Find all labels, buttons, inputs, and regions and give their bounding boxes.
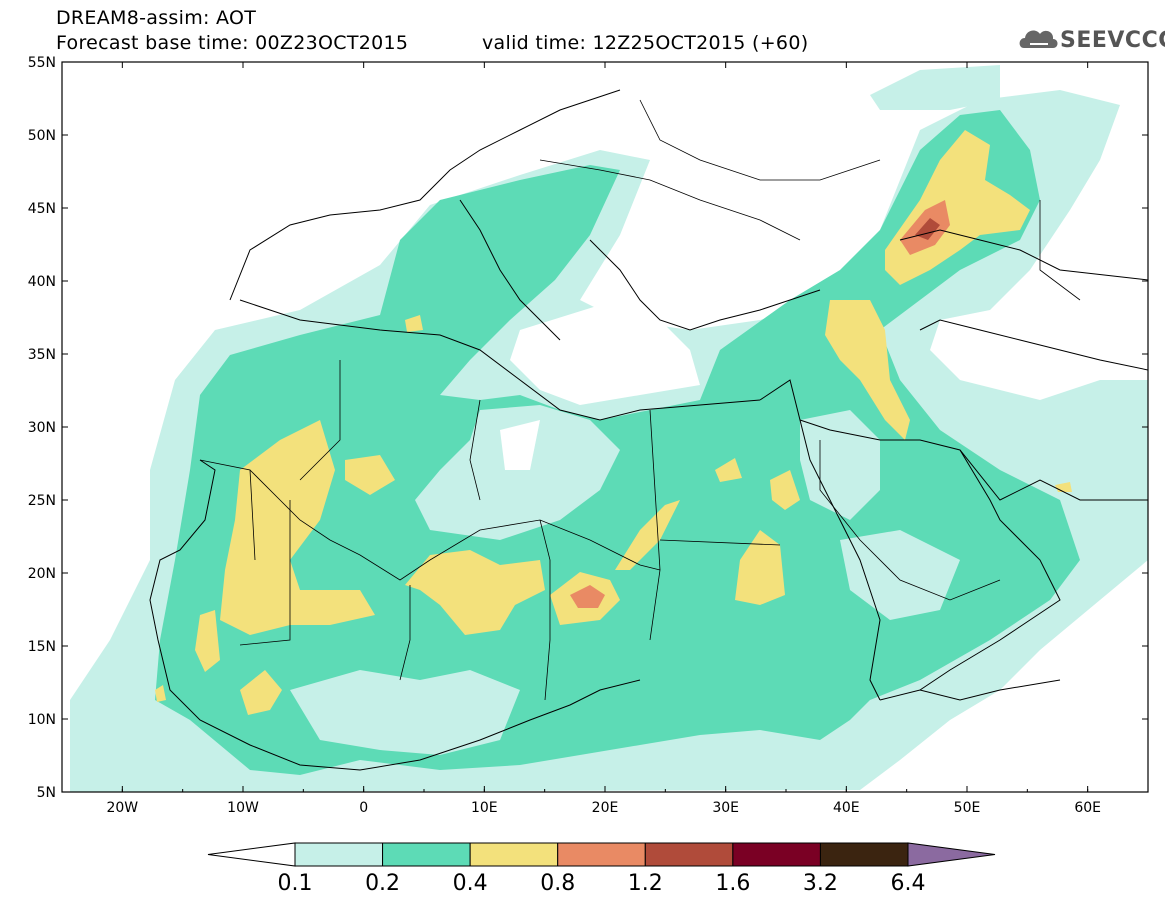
latitude-axis: 55N 50N 45N 40N 35N 30N 25N 20N 15N 10N 5N: [28, 55, 1148, 801]
colorbar-swatch: [644, 842, 734, 867]
aot-field: [62, 62, 1148, 792]
lon-label: 40E: [833, 800, 860, 816]
lat-label: 15N: [28, 639, 56, 655]
country-borders: [199, 99, 1081, 701]
lat-label: 10N: [28, 712, 56, 728]
lon-label: 60E: [1074, 800, 1101, 816]
coastlines: [149, 89, 1148, 771]
valid-time: valid time: 12Z25OCT2015 (+60): [482, 32, 809, 54]
map-title: DREAM8-assim: AOT: [56, 7, 257, 29]
colorbar-label: 0.8: [540, 871, 575, 896]
lon-label: 20E: [592, 800, 619, 816]
colorbar-swatch: [294, 842, 384, 867]
colorbar-label: 3.2: [803, 871, 838, 896]
lat-label: 35N: [28, 347, 56, 363]
longitude-axis: 20W 10W 0 10E 20E 30E 40E 50E 60E: [61, 62, 1149, 816]
lat-label: 20N: [28, 566, 56, 582]
colorbar: 0.1 0.2 0.4 0.8 1.2 1.6 3.2 6.4: [207, 842, 996, 896]
lon-label: 30E: [712, 800, 739, 816]
med-clear: [510, 305, 700, 405]
lat-label: 5N: [37, 785, 56, 801]
colorbar-swatch: [819, 842, 909, 867]
lon-label: 10E: [471, 800, 498, 816]
logo-text: SEEVCCC: [1060, 28, 1165, 53]
aot-band-0.1-holes: [290, 405, 960, 755]
lat-label: 45N: [28, 201, 56, 217]
colorbar-label: 0.1: [278, 871, 313, 896]
colorbar-swatch: [469, 842, 559, 867]
cloud-icon: [1019, 30, 1058, 48]
colorbar-label: 0.4: [453, 871, 488, 896]
clear-patch: [500, 420, 540, 470]
lon-label: 20W: [106, 800, 138, 816]
lat-label: 55N: [28, 55, 56, 71]
colorbar-over: [907, 842, 996, 867]
lon-label: 10W: [227, 800, 259, 816]
lat-label: 40N: [28, 274, 56, 290]
aot-band-0.2: [155, 110, 1080, 775]
lat-label: 30N: [28, 420, 56, 436]
colorbar-label: 6.4: [891, 871, 926, 896]
colorbar-swatch: [382, 842, 471, 867]
aot-band-0.4: [155, 130, 1072, 715]
lon-label: 0: [359, 800, 368, 816]
forecast-base-time: Forecast base time: 00Z23OCT2015: [56, 32, 409, 54]
colorbar-label: 1.6: [715, 871, 750, 896]
colorbar-label: 1.2: [628, 871, 663, 896]
colorbar-swatch: [557, 842, 646, 867]
colorbar-swatch: [732, 842, 821, 867]
colorbar-under: [207, 842, 296, 867]
lon-label: 50E: [954, 800, 981, 816]
lat-label: 25N: [28, 493, 56, 509]
lat-label: 50N: [28, 128, 56, 144]
colorbar-label: 0.2: [365, 871, 400, 896]
